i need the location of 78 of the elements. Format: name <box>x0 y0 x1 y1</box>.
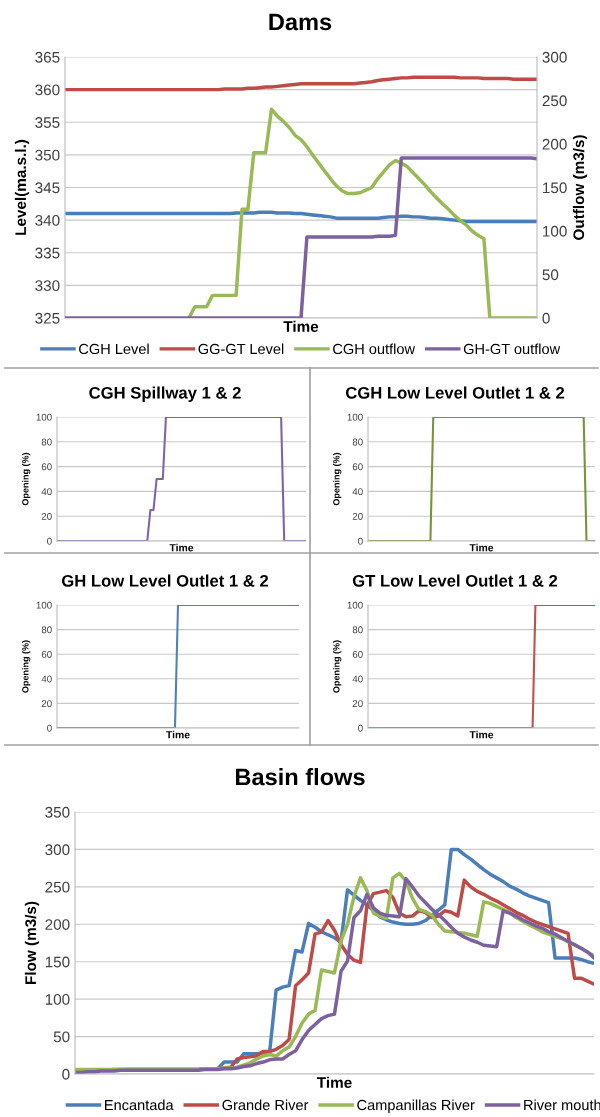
y-axis-title: Opening (%) <box>21 452 31 506</box>
line-series <box>187 107 537 318</box>
y-tick-label: 80 <box>41 438 52 446</box>
y-tick-label: 20 <box>41 512 52 520</box>
chart-title: GH Low Level Outlet 1 & 2 <box>61 574 269 587</box>
y2-tick-label: 200 <box>542 138 567 150</box>
y-tick-label: 0 <box>47 537 52 545</box>
x-axis-title: Time <box>316 1076 352 1088</box>
y-tick-label: 80 <box>41 626 52 634</box>
legend-label: GH-GT outflow <box>463 343 561 355</box>
legend-label: River mouth <box>524 1099 600 1111</box>
y-tick-label: 100 <box>36 413 52 421</box>
legend-label: Encantada <box>105 1099 174 1111</box>
y-tick-label: 0 <box>62 1068 70 1080</box>
y-tick-label: 350 <box>35 149 60 161</box>
y-tick-label: 150 <box>45 956 70 968</box>
y-tick-label: 200 <box>45 919 70 930</box>
y-tick-label: 40 <box>352 675 363 683</box>
y-tick-label: 0 <box>358 537 363 545</box>
y-tick-label: 40 <box>41 675 52 683</box>
y-tick-label: 340 <box>35 214 60 226</box>
y-tick-label: 100 <box>347 601 363 609</box>
y-tick-label: 60 <box>352 463 363 471</box>
y-tick-label: 365 <box>35 51 60 63</box>
y2-axis-title: Outflow (m3/s) <box>572 135 588 240</box>
y-axis-title: Opening (%) <box>21 640 31 693</box>
x-axis-title: Time <box>166 730 190 739</box>
chart-title: Dams <box>269 13 332 31</box>
y-tick-label: 20 <box>352 700 363 708</box>
chart-title: Basin flows <box>235 767 365 786</box>
x-axis-title: Time <box>283 320 319 332</box>
y2-tick-label: 150 <box>543 182 567 194</box>
chart-title: CGH Spillway 1 & 2 <box>89 386 241 402</box>
chart-title: GT Low Level Outlet 1 & 2 <box>352 574 558 587</box>
y-tick-label: 80 <box>352 438 363 446</box>
y2-tick-label: 50 <box>542 269 559 281</box>
y-tick-label: 20 <box>352 512 363 520</box>
y-tick-label: 300 <box>45 844 70 856</box>
y-tick-label: 360 <box>35 84 60 96</box>
y-tick-label: 250 <box>45 881 70 893</box>
line-series <box>65 210 537 224</box>
legend-label: GG-GT Level <box>198 343 284 355</box>
y-tick-label: 345 <box>35 182 60 194</box>
y-tick-label: 80 <box>352 626 363 634</box>
y-axis-title: Opening (%) <box>332 640 342 693</box>
y2-tick-label: 250 <box>542 95 567 107</box>
y-tick-label: 355 <box>35 117 60 128</box>
y-tick-label: 50 <box>53 1031 70 1043</box>
x-axis-title: Time <box>169 543 194 552</box>
legend-label: CGH outflow <box>333 343 416 355</box>
y-axis-title: Opening (%) <box>332 452 342 506</box>
y2-tick-label: 100 <box>543 225 567 237</box>
legend-label: Grande River <box>222 1099 309 1111</box>
legend-label: CGH Level <box>79 343 149 355</box>
legend-label: Campanillas River <box>357 1099 475 1114</box>
y-axis-title: Flow (m3/s) <box>24 901 40 984</box>
x-axis-title: Time <box>469 543 494 552</box>
chart-title: CGH Low Level Outlet 1 & 2 <box>345 386 565 399</box>
y2-tick-label: 0 <box>542 312 550 324</box>
y-tick-label: 40 <box>41 488 52 496</box>
y-tick-label: 100 <box>347 413 363 421</box>
y2-tick-label: 300 <box>542 51 567 63</box>
y-tick-label: 60 <box>41 650 52 658</box>
y-tick-label: 100 <box>45 994 70 1005</box>
y-tick-label: 20 <box>41 700 52 708</box>
y-tick-label: 0 <box>358 724 363 732</box>
y-axis-title: Level(ma.s.l.) <box>14 139 30 235</box>
y-tick-label: 40 <box>352 488 363 496</box>
y-tick-label: 60 <box>41 463 52 471</box>
y-tick-label: 330 <box>35 280 60 292</box>
y-tick-label: 350 <box>45 806 70 818</box>
y-tick-label: 0 <box>47 724 52 732</box>
y-tick-label: 100 <box>36 601 52 609</box>
line-series <box>65 75 537 92</box>
y-tick-label: 60 <box>352 650 363 658</box>
y-tick-label: 335 <box>35 247 60 259</box>
x-axis-title: Time <box>469 730 494 739</box>
y-tick-label: 325 <box>35 312 60 324</box>
